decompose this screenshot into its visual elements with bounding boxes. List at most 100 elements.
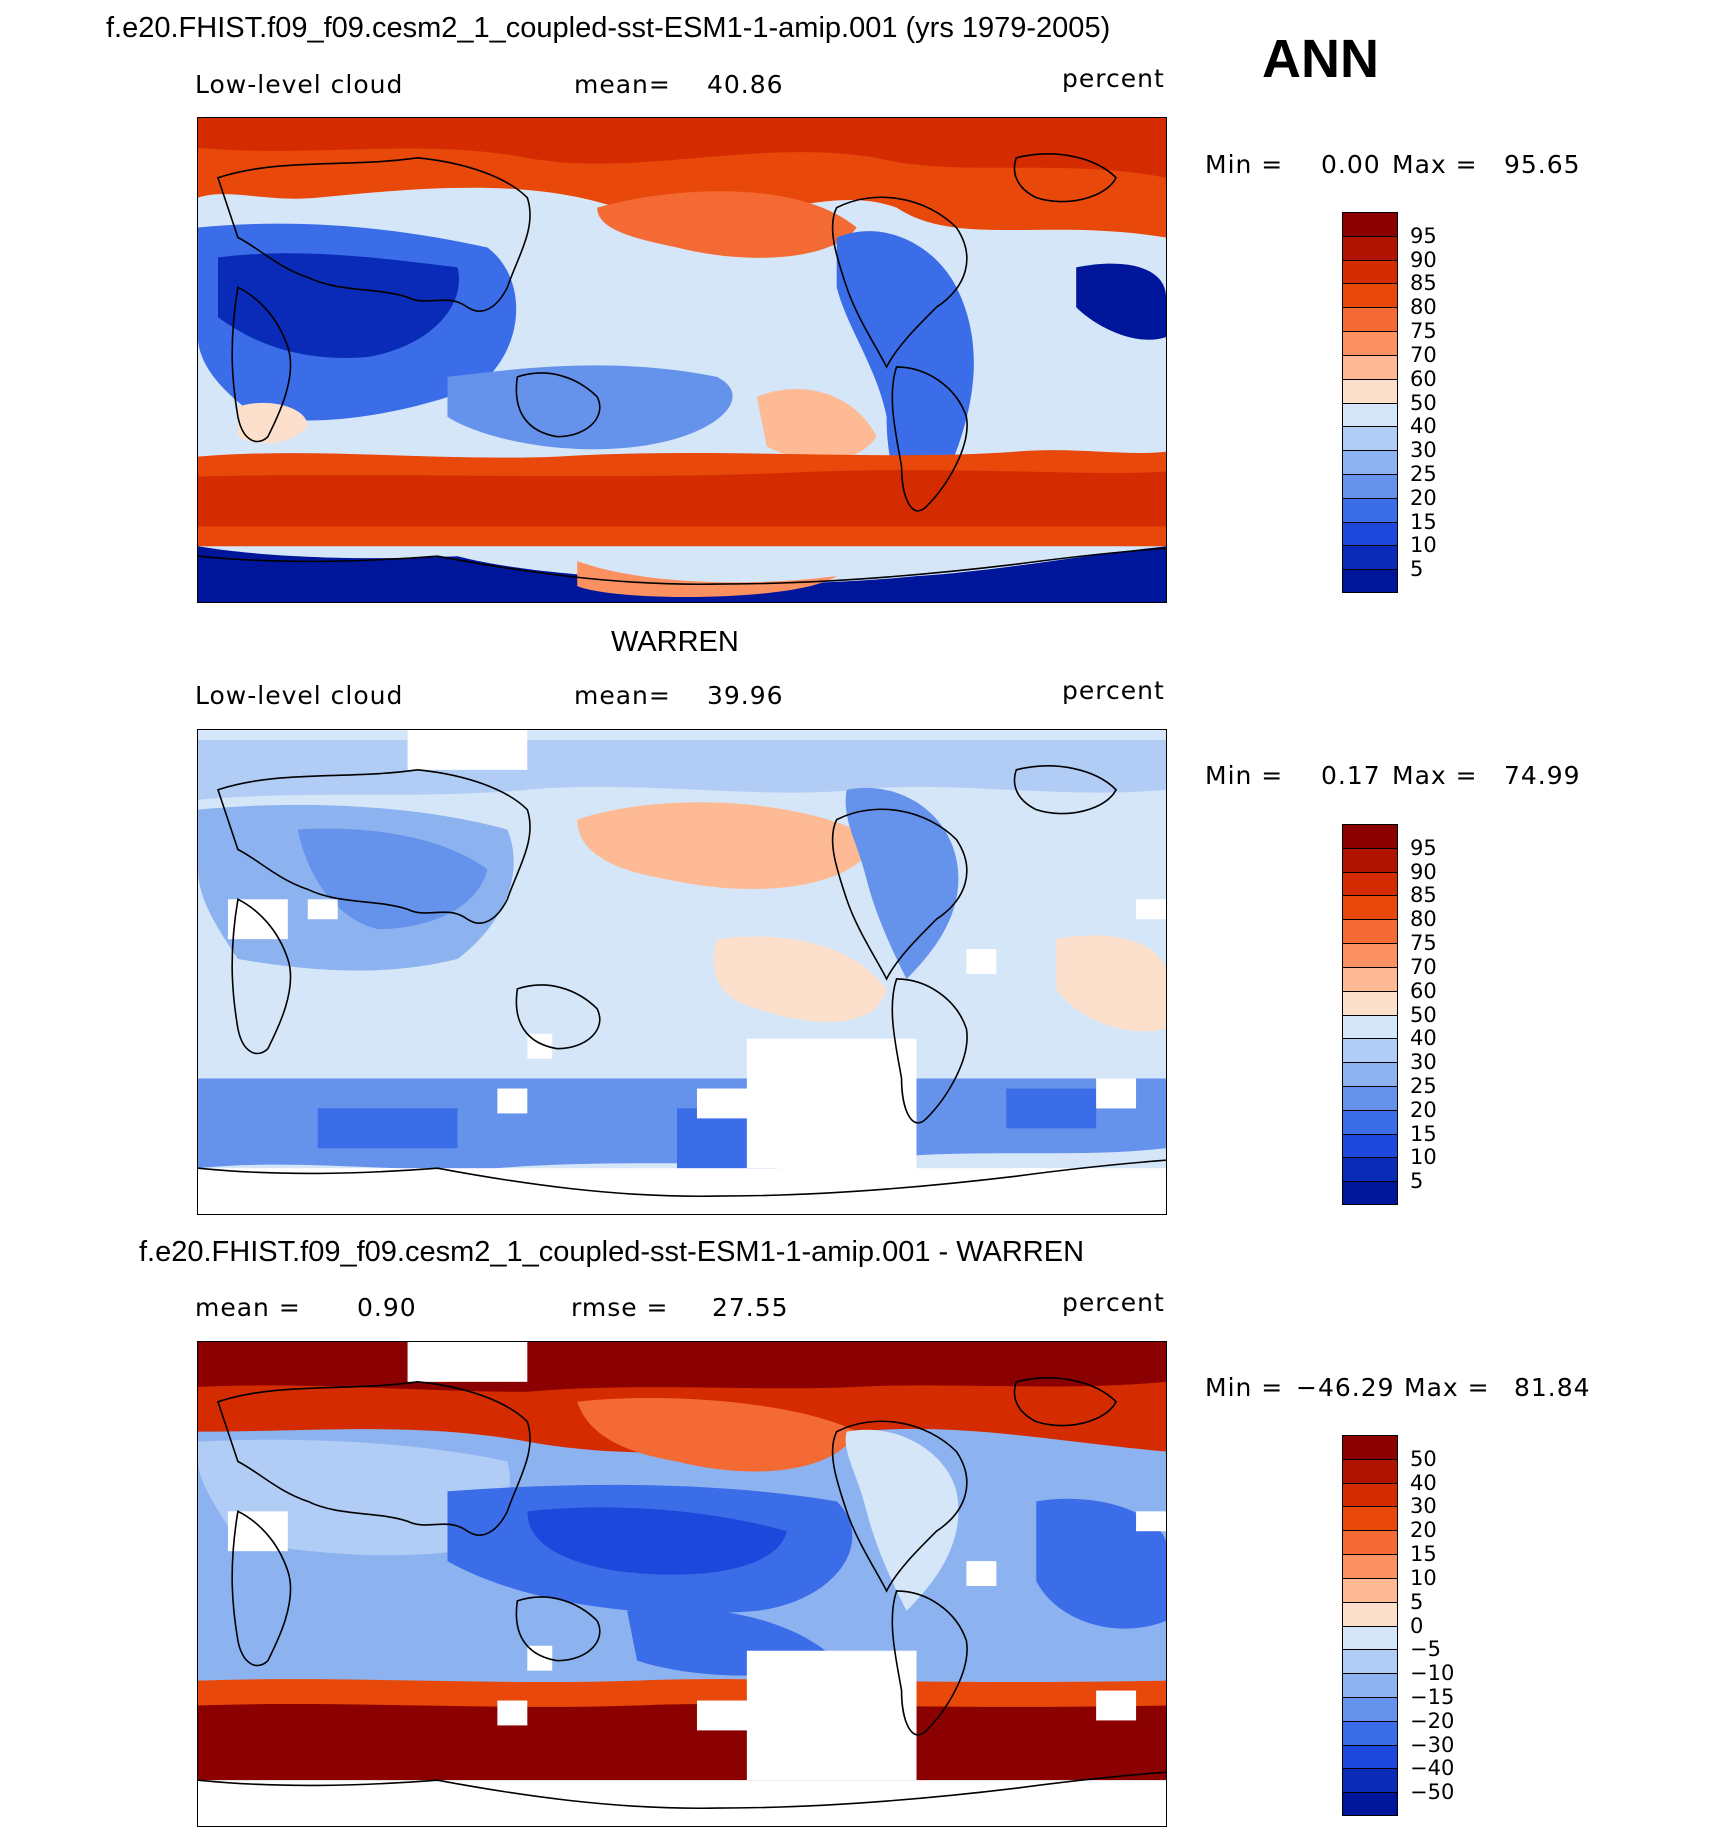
panel2-min-label: Min = <box>1205 761 1284 790</box>
colorbar-swatch <box>1342 919 1398 944</box>
colorbar-swatch <box>1342 450 1398 474</box>
colorbar-swatch <box>1342 1038 1398 1063</box>
colorbar-swatch <box>1342 473 1398 498</box>
colorbar-swatch <box>1342 1157 1398 1182</box>
colorbar-tick-label: 90 <box>1410 247 1437 272</box>
colorbar-tick-label: 20 <box>1410 1097 1437 1122</box>
panel3-field <box>198 1342 1166 1826</box>
season-label: ANN <box>1262 29 1379 89</box>
colorbar-tick-label: 85 <box>1410 271 1437 296</box>
colorbar-swatch <box>1342 1506 1398 1531</box>
colorbar-tick-label: 15 <box>1410 1121 1437 1146</box>
colorbar-swatch <box>1342 1062 1398 1086</box>
colorbar-swatch <box>1342 1601 1398 1626</box>
panel1-max-label: Max = <box>1392 150 1478 179</box>
colorbar-swatch <box>1342 1673 1398 1697</box>
colorbar-frame <box>1342 824 1398 1205</box>
panel1-coastlines <box>198 153 1166 586</box>
colorbar-swatch <box>1342 1109 1398 1134</box>
colorbar-swatch <box>1342 283 1398 308</box>
colorbar-swatch <box>1342 895 1398 920</box>
colorbar-swatch <box>1342 521 1398 546</box>
panel2-variable: Low-level cloud <box>195 681 404 710</box>
case-title: f.e20.FHIST.f09_f09.cesm2_1_coupled-sst-… <box>106 12 1111 44</box>
panel2-units: percent <box>1062 676 1165 705</box>
panel3-missing-data <box>198 1342 1166 1826</box>
colorbar-tick-label: −20 <box>1410 1708 1455 1733</box>
panel2-coastlines <box>198 765 1166 1198</box>
colorbar-swatch <box>1342 235 1398 260</box>
colorbar-tick-label: 95 <box>1410 223 1437 248</box>
panel1-mean-value: 40.86 <box>707 70 784 99</box>
colorbar-tick-label: 60 <box>1410 978 1437 1003</box>
colorbar-tick-label: 40 <box>1410 414 1437 439</box>
panel2-field-npac <box>577 802 877 890</box>
panel1-field-sc-atlantic <box>237 402 308 444</box>
colorbar-tick-label: 5 <box>1410 557 1424 582</box>
panel3-map <box>197 1341 1167 1827</box>
colorbar-tick-label: 15 <box>1410 1542 1437 1567</box>
colorbar-swatch <box>1342 1768 1398 1793</box>
colorbar-swatch <box>1342 307 1398 332</box>
colorbar-tick-label: 80 <box>1410 907 1437 932</box>
panel3-min-value: −46.29 <box>1296 1373 1395 1402</box>
panel3-field-southern <box>198 1694 1166 1781</box>
colorbar-tick-label: 25 <box>1410 1073 1437 1098</box>
panel2-max-value: 74.99 <box>1504 761 1581 790</box>
colorbar-tick-label: −5 <box>1410 1637 1441 1662</box>
panel1-max-value: 95.65 <box>1504 150 1581 179</box>
panel1-field-north-core <box>198 118 1166 178</box>
panel2-field <box>198 730 1166 1214</box>
colorbar-tick-label: −15 <box>1410 1684 1455 1709</box>
colorbar-tick-label: 70 <box>1410 342 1437 367</box>
colorbar-frame <box>1342 1435 1398 1816</box>
panel2-max-label: Max = <box>1392 761 1478 790</box>
panel2-field-southern-patch1 <box>317 1108 458 1149</box>
colorbar-swatch <box>1342 966 1398 991</box>
colorbar-tick-label: −10 <box>1410 1661 1455 1686</box>
colorbar-tick-label: 80 <box>1410 295 1437 320</box>
colorbar-swatch <box>1342 1649 1398 1674</box>
panel3-max-value: 81.84 <box>1514 1373 1591 1402</box>
panel3-mean-value: 0.90 <box>357 1293 417 1322</box>
panel3-mean-label: mean = <box>195 1293 301 1322</box>
colorbar-swatch <box>1342 1554 1398 1578</box>
colorbar-swatch <box>1342 1792 1398 1816</box>
panel1-field-eurasia-core <box>217 253 459 358</box>
panel1-colorbar: 95 90 85 80 75 70 60 50 40 30 25 20 15 10 5 <box>1342 212 1437 593</box>
colorbar-tick-label: 75 <box>1410 931 1437 956</box>
colorbar-tick-label: 20 <box>1410 485 1437 510</box>
colorbar-swatch <box>1342 1625 1398 1650</box>
colorbar-swatch <box>1342 497 1398 522</box>
colorbar-tick-label: 20 <box>1410 1518 1437 1543</box>
colorbar-tick-label: 60 <box>1410 366 1437 391</box>
colorbar-tick-label: 70 <box>1410 954 1437 979</box>
panel3-rmse-value: 27.55 <box>712 1293 789 1322</box>
panel3-units: percent <box>1062 1288 1165 1317</box>
colorbar-tick-label: 0 <box>1410 1613 1424 1638</box>
colorbar-swatch <box>1342 1530 1398 1555</box>
diff-title: f.e20.FHIST.f09_f09.cesm2_1_coupled-sst-… <box>139 1236 1085 1268</box>
colorbar-tick-label: 25 <box>1410 461 1437 486</box>
colorbar-swatch <box>1342 1133 1398 1158</box>
colorbar-tick-label: 75 <box>1410 319 1437 344</box>
colorbar-swatch <box>1342 1696 1398 1721</box>
panel3-field-north-core <box>198 1342 1166 1392</box>
panel2-field-southern-patch3 <box>1006 1088 1097 1129</box>
panel1-mean-label: mean= <box>574 70 671 99</box>
colorbar-swatch <box>1342 426 1398 451</box>
panel2-min-value: 0.17 <box>1321 761 1381 790</box>
colorbar-tick-label: 85 <box>1410 883 1437 908</box>
colorbar-tick-label: 10 <box>1410 1145 1437 1170</box>
colorbar-tick-label: 50 <box>1410 1002 1437 1027</box>
panel3-field-tropics-core <box>527 1507 787 1575</box>
colorbar-swatch <box>1342 259 1398 284</box>
colorbar-swatch <box>1342 331 1398 355</box>
panel3-min-label: Min = <box>1205 1373 1284 1402</box>
panel1-map <box>197 117 1167 603</box>
colorbar-tick-label: 30 <box>1410 1494 1437 1519</box>
colorbar-swatch <box>1342 354 1398 379</box>
colorbar-tick-label: 15 <box>1410 509 1437 534</box>
colorbar-swatch <box>1342 1577 1398 1602</box>
panel3-colorbar: 50 40 30 20 15 10 5 0 −5 −10 −15 −20 −30 −40 −50 <box>1342 1435 1454 1816</box>
